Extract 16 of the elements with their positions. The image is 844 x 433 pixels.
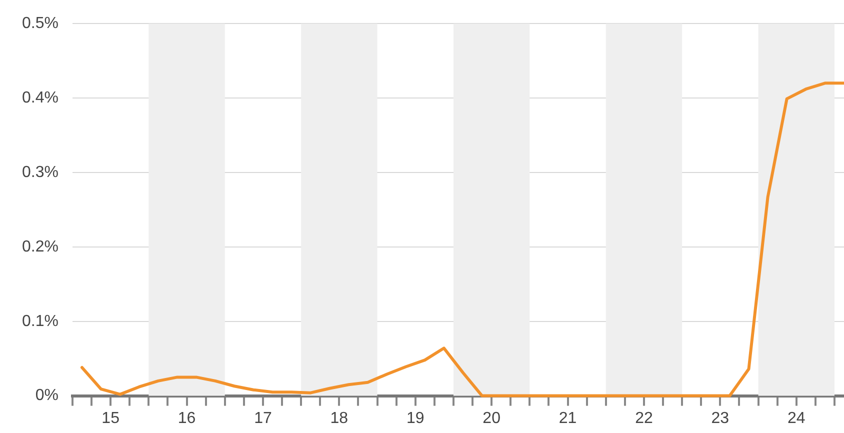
y-tick-label: 0.5%	[22, 15, 58, 32]
y-tick-label: 0.3%	[22, 164, 58, 181]
x-tick-label: 23	[711, 410, 730, 427]
x-tick-label: 18	[330, 410, 348, 427]
y-tick-label: 0.1%	[22, 312, 58, 330]
y-tick-label: 0%	[35, 387, 58, 404]
x-tick-label: 17	[254, 410, 272, 427]
x-tick-label: 20	[482, 410, 501, 427]
y-tick-label: 0.4%	[22, 89, 58, 106]
x-tick-label: 19	[406, 410, 424, 427]
x-tick-label: 16	[178, 410, 196, 427]
x-tick-label: 24	[787, 410, 806, 427]
x-tick-label: 22	[635, 410, 653, 427]
x-tick-label: 21	[558, 410, 577, 427]
x-tick-label: 15	[102, 410, 120, 427]
y-tick-label: 0.2%	[22, 238, 58, 256]
